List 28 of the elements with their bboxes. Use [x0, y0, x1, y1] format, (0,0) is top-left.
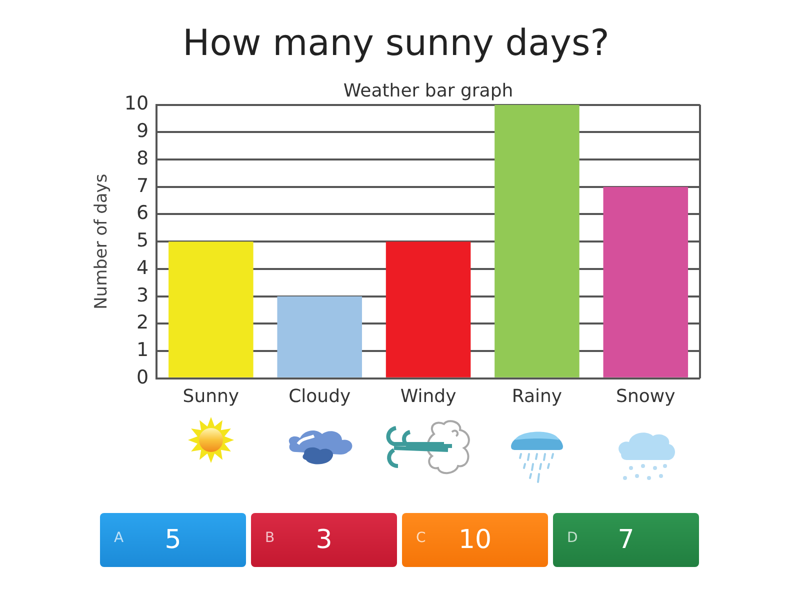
y-tick-label: 3 — [136, 284, 149, 306]
y-tick-label: 4 — [136, 256, 149, 279]
answer-button[interactable]: D 7 — [553, 513, 699, 567]
y-tick-label: 1 — [136, 338, 149, 361]
y-tick-label: 9 — [136, 120, 149, 142]
y-tick-label: 8 — [136, 147, 149, 170]
y-tick-label: 7 — [136, 174, 149, 197]
x-tick-label: Windy — [400, 386, 457, 407]
answer-button[interactable]: B 3 — [251, 513, 397, 567]
bar — [603, 186, 688, 378]
answer-button[interactable]: A 5 — [100, 513, 246, 567]
x-tick-label: Snowy — [616, 386, 676, 407]
y-tick-label: 0 — [136, 366, 149, 388]
bar — [386, 242, 471, 378]
y-tick-label: 2 — [136, 312, 149, 334]
x-tick-label: Cloudy — [288, 386, 351, 407]
x-tick-label: Sunny — [182, 386, 240, 407]
answer-button[interactable]: C 10 — [402, 513, 548, 567]
y-tick-label: 10 — [124, 92, 149, 115]
bar — [494, 104, 580, 378]
y-tick-label: 5 — [136, 230, 149, 252]
y-tick-label: 6 — [136, 202, 149, 224]
y-axis-title: Number of days — [92, 174, 112, 310]
chart-subtitle: Weather bar graph — [343, 80, 514, 102]
x-tick-label: Rainy — [512, 386, 562, 407]
bar — [168, 242, 254, 378]
bar — [277, 296, 362, 378]
chart-title: How many sunny days? — [182, 22, 610, 64]
